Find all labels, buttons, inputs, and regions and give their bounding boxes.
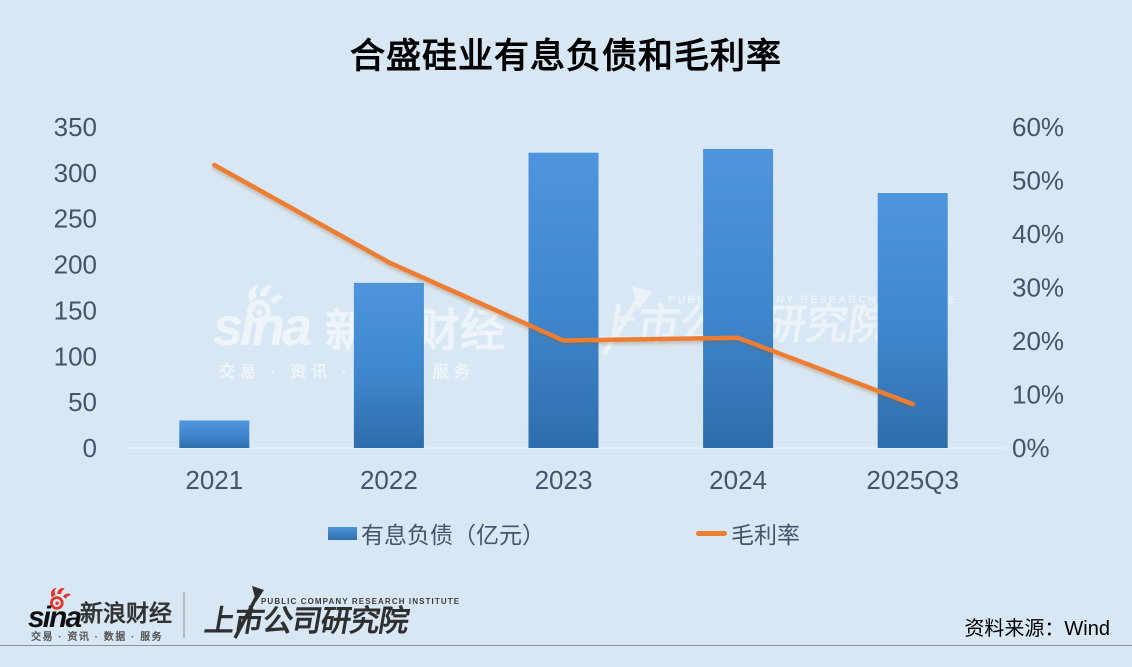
x-tick-label: 2022 (360, 465, 418, 495)
footer-divider (183, 592, 185, 638)
bar-swatch-icon (328, 526, 357, 540)
right-axis-tick: 10% (1012, 380, 1064, 410)
bar-2021 (179, 420, 250, 448)
right-axis-tick: 20% (1012, 326, 1064, 356)
arrow-up-icon (233, 586, 264, 639)
right-axis-tick: 30% (1012, 273, 1064, 303)
line-swatch-icon (696, 530, 727, 536)
legend-label-margin: 毛利率 (731, 522, 800, 548)
sina-flame-icon (50, 587, 71, 610)
left-axis-tick: 100 (54, 341, 97, 371)
left-axis-tick: 300 (54, 158, 97, 188)
footer: sina 新浪财经 交易 · 资讯 · 数据 · 服务 PUBLIC COMPA… (0, 575, 1132, 667)
left-axis-tick: 200 (54, 250, 97, 280)
arrow-up-icon (601, 286, 652, 356)
sina-wordmark: sina (28, 601, 82, 634)
bar-2023 (528, 152, 599, 448)
right-axis-tick: 60% (1012, 112, 1064, 142)
bar-2024 (703, 149, 774, 448)
sina-wordmark: sina (213, 297, 312, 357)
chart-title: 合盛硅业有息负债和毛利率 (349, 37, 782, 76)
sina-services: 交易 · 资讯 · 数据 · 服务 (31, 632, 164, 643)
x-tick-label: 2025Q3 (866, 465, 959, 495)
sina-finance-logo: sina 新浪财经 交易 · 资讯 · 数据 · 服务 (28, 584, 178, 644)
sina-brand: 新浪财经 (80, 600, 172, 626)
left-axis-tick: 150 (54, 295, 97, 325)
data-source: 资料来源：Wind (964, 618, 1110, 640)
right-axis-tick: 50% (1012, 166, 1064, 196)
x-tick-label: 2021 (185, 465, 243, 495)
x-tick-label: 2024 (709, 465, 767, 495)
right-axis-tick: 0% (1012, 433, 1050, 463)
bar-2025Q3 (877, 193, 948, 448)
pcri-title: 上市公司研究院 (202, 605, 411, 638)
left-axis-tick: 50 (68, 387, 97, 417)
pcri-english: PUBLIC COMPANY RESEARCH INSTITUTE (261, 597, 461, 606)
bar-series (179, 149, 948, 448)
margin-line-series (212, 162, 915, 407)
x-tick-label: 2023 (535, 465, 593, 495)
sina-flame-icon (247, 285, 284, 324)
left-axis-tick: 0 (83, 433, 97, 463)
legend-item-debt: 有息负债（亿元） (328, 519, 545, 548)
footer-rule (0, 645, 1132, 646)
left-axis-tick: 350 (54, 112, 97, 142)
bar-2022 (353, 282, 424, 448)
left-axis-tick: 250 (54, 204, 97, 234)
legend-label-debt: 有息负债（亿元） (361, 522, 545, 548)
right-axis-tick: 40% (1012, 219, 1064, 249)
legend-item-margin: 毛利率 (696, 519, 800, 548)
combo-chart: 0 50 100 150 200 250 300 350 0% 10% 20% 30% 40% 50% 60… (54, 112, 1064, 495)
pcri-logo: PUBLIC COMPANY RESEARCH INSTITUTE 上市公司研究… (202, 584, 459, 644)
